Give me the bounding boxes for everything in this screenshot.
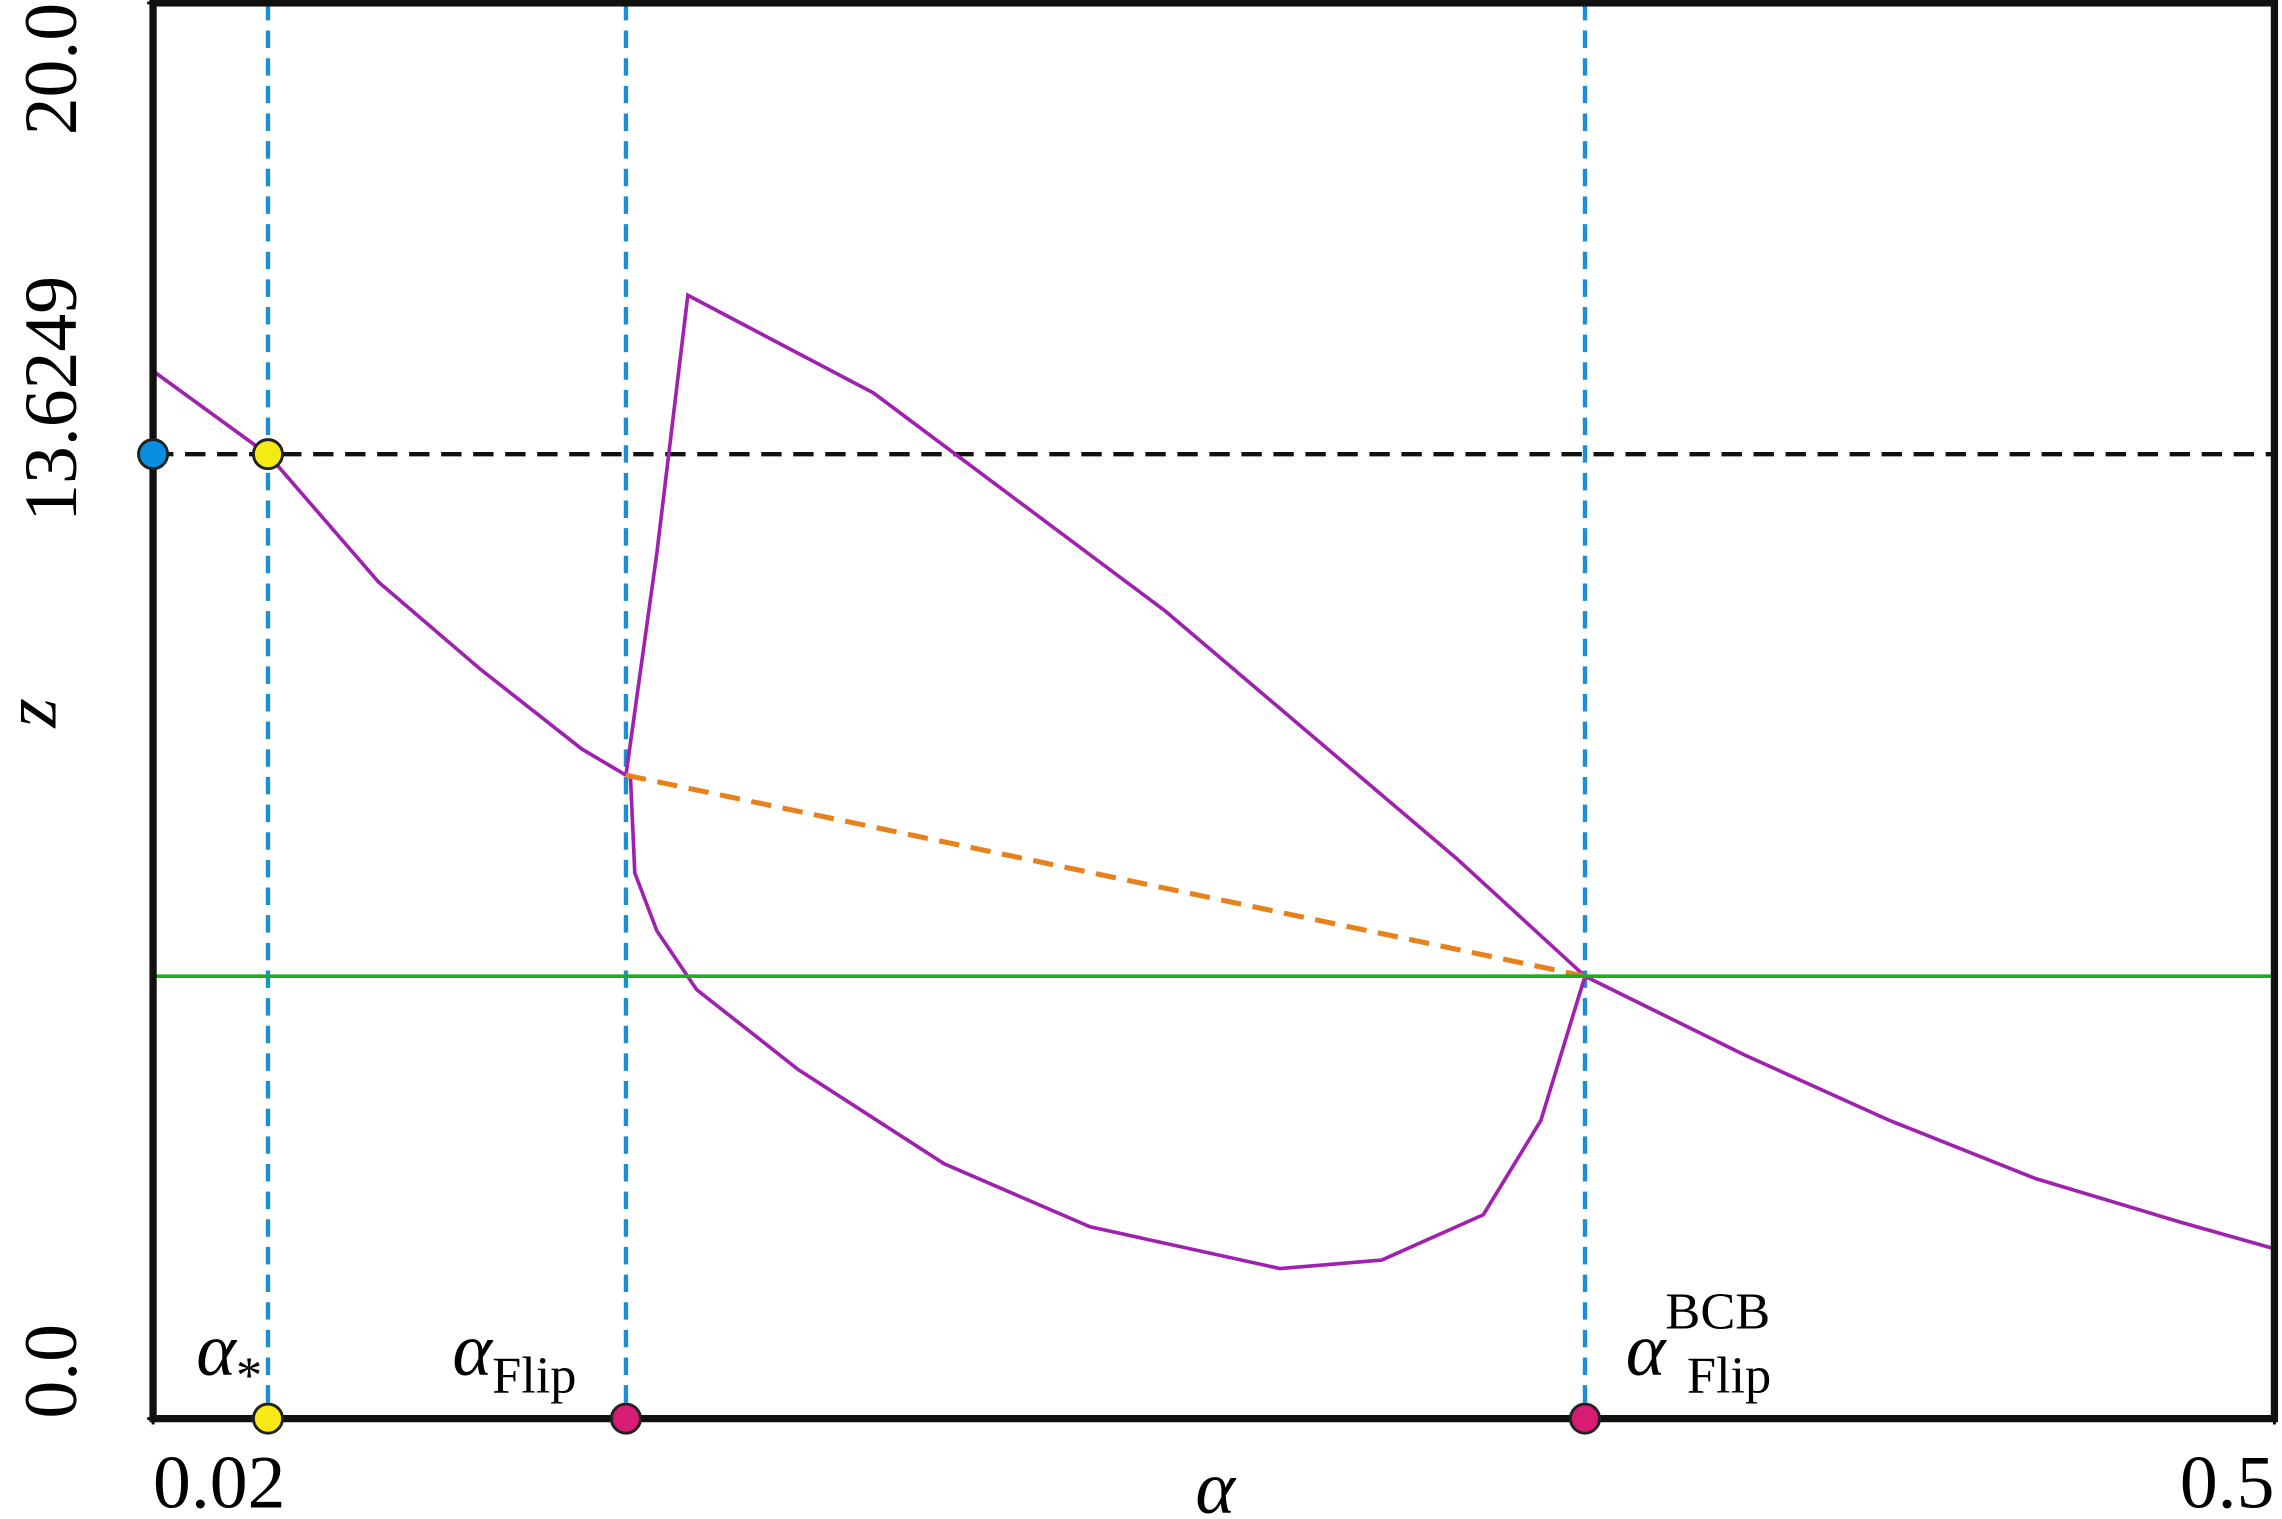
line-series	[624, 292, 1587, 978]
v-line-label: α*	[196, 1309, 262, 1404]
x-tick-label: 0.5	[2180, 1441, 2275, 1519]
label-subscript: Flip	[1687, 1346, 1771, 1404]
v-line-label: αFlip	[452, 1309, 576, 1404]
line-series	[151, 369, 627, 777]
line-series	[628, 775, 1587, 1271]
label-symbol: α	[196, 1309, 237, 1392]
v-line-label: αBCB Flip	[1626, 1282, 1772, 1404]
marker-point	[609, 1402, 642, 1435]
line-series	[1584, 974, 2275, 1251]
line-series	[625, 772, 1586, 979]
label-superscript: BCB	[1665, 1282, 1770, 1340]
label-symbol: α	[1626, 1309, 1667, 1392]
plot-frame	[149, 0, 2279, 1423]
label-subscript: *	[236, 1346, 262, 1404]
y-tick-label: 0.0	[10, 1324, 93, 1419]
x-axis-label: α	[1195, 1447, 1236, 1519]
x-tick-label: 0.02	[153, 1441, 285, 1519]
marker-point	[251, 438, 284, 471]
marker-point	[251, 1402, 284, 1435]
label-symbol: α	[452, 1309, 493, 1392]
label-subscript: Flip	[492, 1346, 576, 1404]
marker-point	[1568, 1402, 1601, 1435]
marker-point	[137, 438, 170, 471]
y-axis-label: z	[0, 698, 73, 728]
y-tick-label: 13.6249	[10, 276, 93, 522]
y-tick-label: 20.0	[10, 3, 93, 135]
